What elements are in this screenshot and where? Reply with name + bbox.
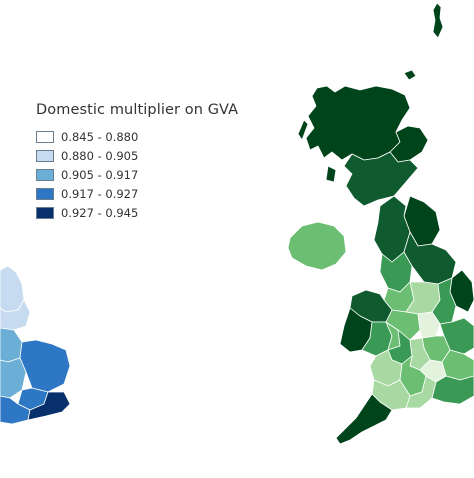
region-east-partial [19, 339, 71, 393]
hampshire-surrey [405, 375, 437, 409]
northern-ireland [287, 221, 347, 271]
legend-item: 0.927 - 0.945 [36, 203, 138, 222]
map-legend: 0.845 - 0.880 0.880 - 0.905 0.905 - 0.91… [36, 127, 138, 222]
scotland-south [343, 151, 419, 207]
legend-item: 0.917 - 0.927 [36, 184, 138, 203]
devon-cornwall [335, 393, 393, 445]
england-partial-map [0, 265, 71, 425]
legend-item: 0.880 - 0.905 [36, 146, 138, 165]
region-west-midlands-partial [0, 327, 23, 363]
orkney-islands [403, 69, 417, 81]
legend-swatch [36, 149, 54, 162]
legend-swatch [36, 168, 54, 181]
legend-label: 0.880 - 0.905 [61, 148, 139, 163]
legend-item: 0.905 - 0.917 [36, 165, 138, 184]
legend-label: 0.845 - 0.880 [61, 129, 139, 144]
west-midlands [385, 309, 421, 341]
scotland-west-islands [325, 165, 337, 183]
legend-swatch [36, 130, 54, 143]
legend-label: 0.917 - 0.927 [61, 186, 139, 201]
hebrides-islands [297, 119, 309, 141]
legend-swatch [36, 206, 54, 219]
scotland-northeast [389, 125, 429, 163]
uk-map [287, 2, 474, 445]
shetland-islands [432, 2, 444, 39]
region-southeast-partial [27, 391, 71, 421]
legend-label: 0.905 - 0.917 [61, 167, 139, 182]
legend-label: 0.927 - 0.945 [61, 205, 139, 220]
essex [441, 349, 474, 381]
legend-swatch [36, 187, 54, 200]
legend-item: 0.845 - 0.880 [36, 127, 138, 146]
legend-title: Domestic multiplier on GVA [36, 102, 239, 118]
region-north-partial [0, 265, 25, 313]
kent-sussex [431, 375, 474, 405]
